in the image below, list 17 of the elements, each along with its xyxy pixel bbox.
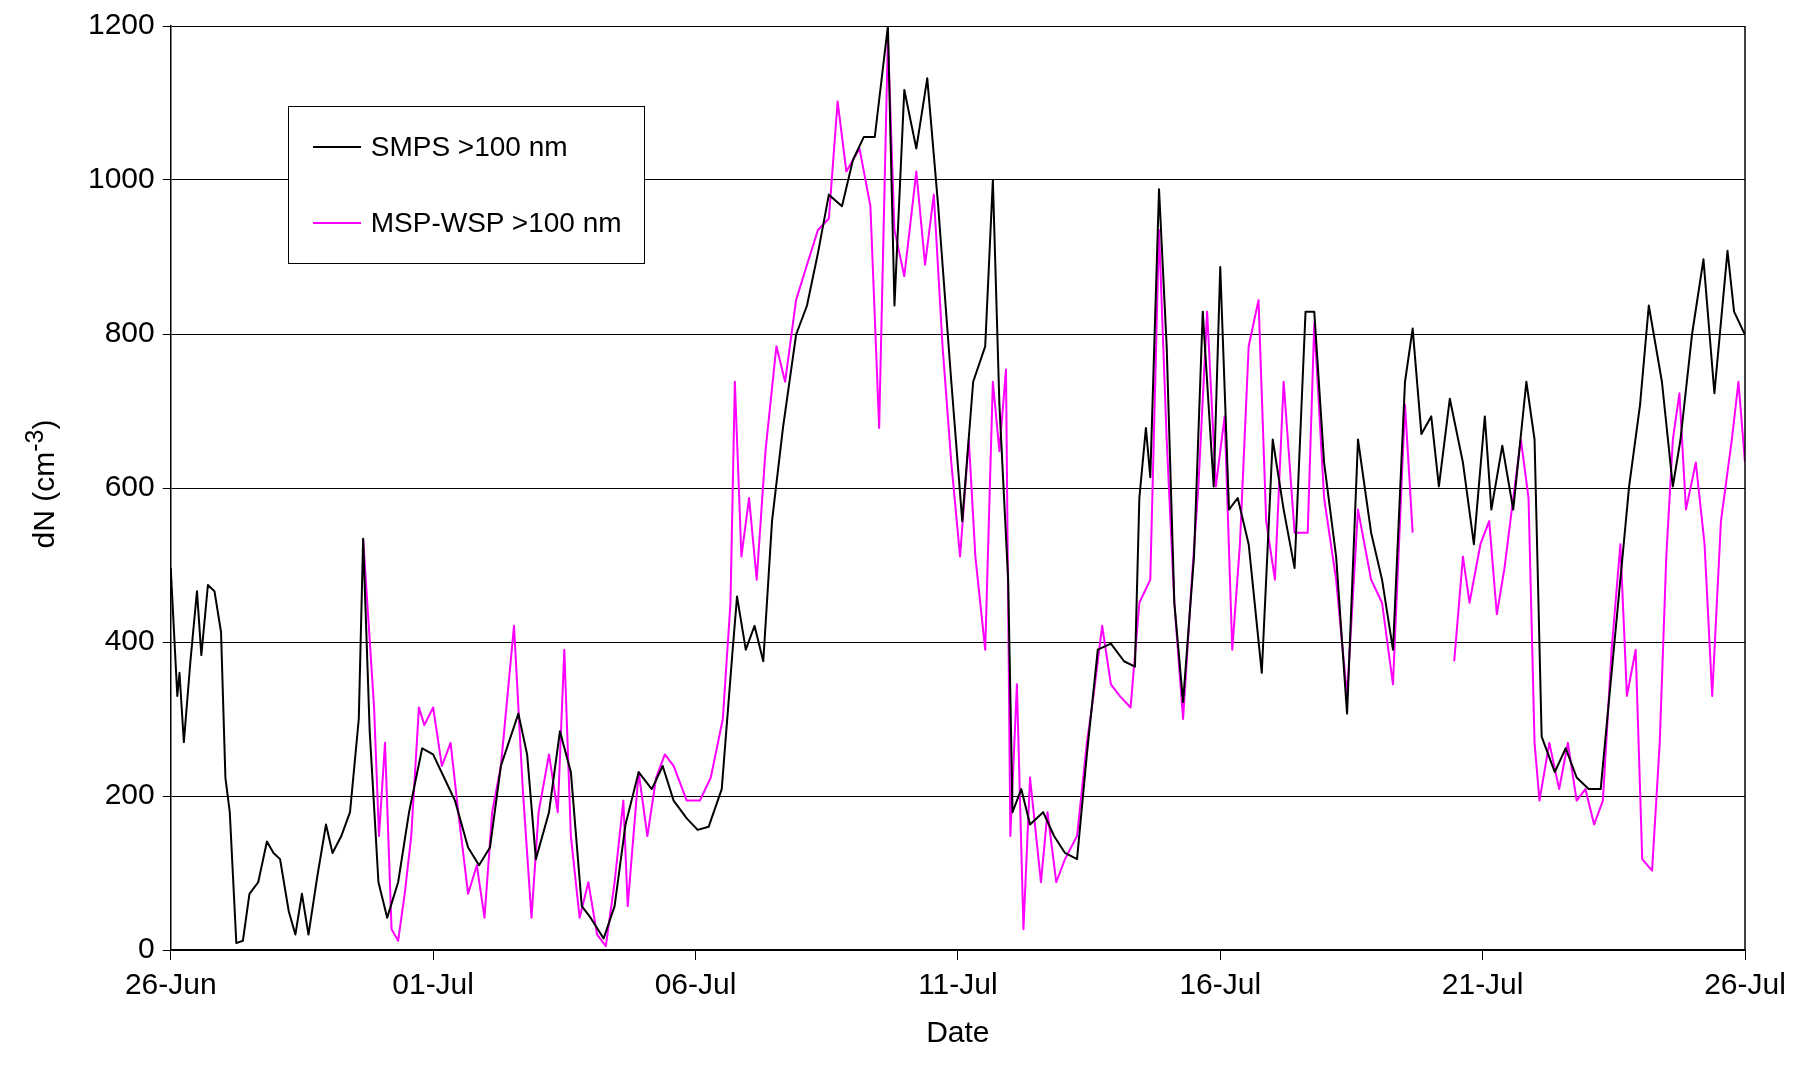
x-tick-label: 01-Jul — [392, 967, 474, 1001]
x-tick-label: 26-Jul — [1704, 967, 1786, 1001]
legend-label: SMPS >100 nm — [370, 131, 568, 163]
y-tick-label: 800 — [104, 315, 155, 349]
x-tick-label: 21-Jul — [1441, 967, 1524, 1001]
y-tick-label: 1000 — [87, 161, 155, 195]
x-tick-label: 16-Jul — [1179, 967, 1262, 1001]
x-tick-label: 11-Jul — [918, 967, 998, 1001]
x-tick-label: 06-Jul — [654, 967, 737, 1001]
x-axis-title: Date — [926, 1015, 990, 1049]
legend-label: MSP-WSP >100 nm — [370, 207, 622, 239]
y-tick-label: 1200 — [87, 7, 155, 41]
y-tick-label: 200 — [104, 777, 155, 811]
x-tick-label: 26-Jun — [124, 967, 217, 1001]
y-tick-label: 600 — [104, 469, 155, 503]
y-tick-label: 400 — [104, 623, 155, 657]
y-tick-label: 0 — [138, 931, 155, 965]
